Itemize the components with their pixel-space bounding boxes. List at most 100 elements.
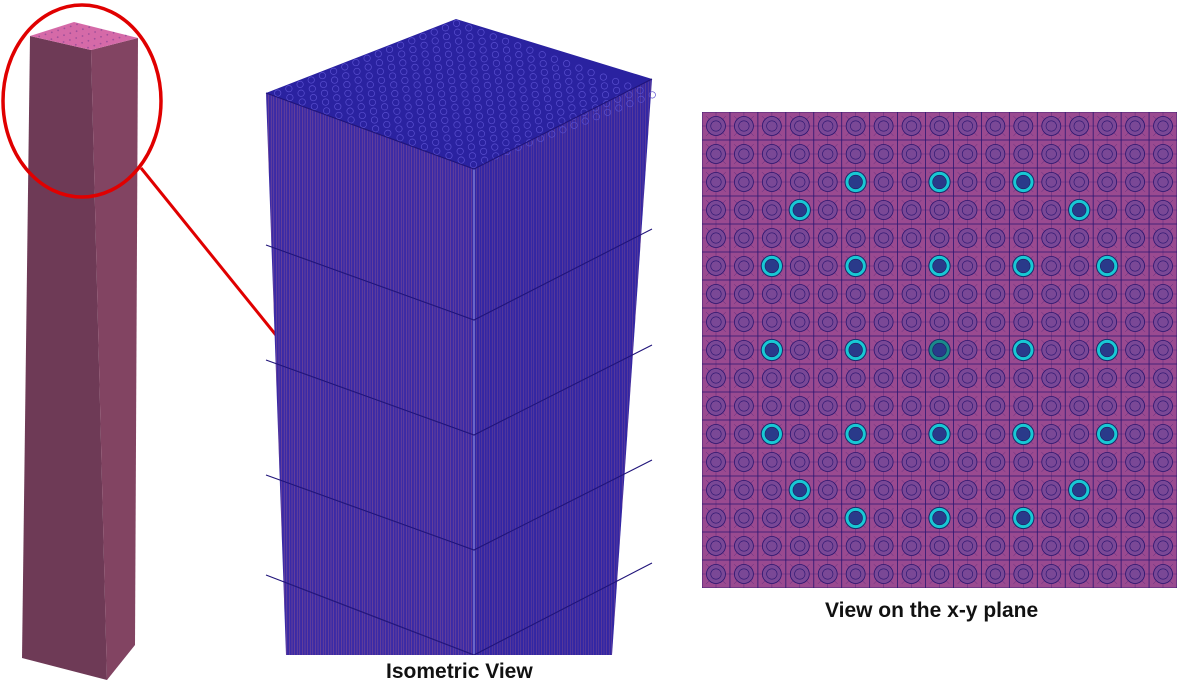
lattice-cell-fuel-pin: [757, 195, 786, 225]
lattice-cell-fuel-pin: [1009, 447, 1038, 477]
top-mesh-pin: [392, 98, 400, 107]
fuel-pin-ring: [794, 316, 806, 328]
fuel-pin-ring: [794, 400, 806, 412]
fuel-pin: [901, 368, 922, 388]
top-mesh-pin: [521, 103, 529, 112]
top-mesh-pin: [570, 121, 578, 129]
lattice-cell-fuel-pin: [1149, 531, 1177, 561]
top-mesh-pin: [577, 82, 585, 90]
top-mesh-pin: [432, 46, 440, 54]
top-mesh-pin: [494, 77, 503, 85]
top-mesh-pin: [347, 116, 355, 124]
top-mesh-pin: [374, 50, 382, 58]
top-mesh-pin: [364, 63, 372, 71]
guide-tube-bore: [1100, 426, 1115, 442]
lattice-cell-fuel-pin: [1121, 223, 1150, 253]
fuel-pin: [1125, 452, 1145, 472]
fuel-pin-ring: [1129, 148, 1141, 160]
lattice-cell-fuel-pin: [925, 476, 954, 504]
top-mesh-pin: [491, 50, 499, 59]
lattice-cell-fuel-pin: [813, 195, 842, 225]
top-mesh-pin: [502, 46, 511, 54]
lattice-cell-fuel-pin: [1037, 223, 1066, 253]
lattice-cell-fuel-pin: [841, 531, 870, 561]
top-mesh-pin: [499, 112, 507, 120]
lattice-cell-fuel-pin: [981, 447, 1010, 477]
fuel-pin: [1041, 480, 1062, 500]
top-mesh-pin: [334, 103, 342, 111]
fuel-pin-ring: [906, 568, 918, 580]
lattice-cell-fuel-pin: [1065, 447, 1094, 477]
fuel-pin: [706, 256, 726, 276]
lattice-cell-fuel-pin: [1121, 531, 1150, 561]
top-pin-dot: [112, 38, 115, 41]
fuel-pin: [734, 172, 754, 192]
lattice-cell-fuel-pin: [869, 167, 898, 197]
lattice-cell-fuel-pin: [1121, 167, 1150, 197]
top-mesh-pin: [331, 76, 339, 84]
guide-tube-bore: [792, 202, 807, 218]
lattice-cell-fuel-pin: [785, 223, 814, 253]
top-mesh-pin: [397, 41, 405, 49]
top-mesh-pin: [388, 63, 396, 71]
lattice-cell-guide-tube: [785, 195, 814, 225]
lattice-cell-fuel-pin: [897, 167, 926, 197]
fuel-pin: [957, 284, 978, 304]
lattice-cell-fuel-pin: [1065, 363, 1094, 393]
fuel-pin-ring: [850, 288, 862, 300]
xy-plane-view: [702, 112, 1177, 588]
fuel-pin-ring: [1129, 260, 1141, 272]
top-mesh-pin: [396, 134, 404, 142]
lattice-cell-fuel-pin: [1009, 195, 1038, 225]
assembly-right-face: [91, 38, 138, 680]
lattice-cell-fuel-pin: [785, 531, 814, 561]
lattice-cell-fuel-pin: [757, 559, 786, 588]
top-mesh-pin: [529, 73, 537, 81]
top-pin-dot: [87, 33, 90, 35]
fuel-pin: [901, 312, 922, 332]
fuel-pin: [817, 424, 838, 444]
fuel-pin: [761, 564, 782, 584]
fuel-pin-ring: [989, 176, 1001, 188]
lattice-cell-fuel-pin: [925, 364, 954, 392]
fuel-pin: [1125, 480, 1145, 500]
fuel-pin: [1041, 116, 1062, 136]
top-mesh-pin: [505, 64, 513, 72]
fuel-pin: [734, 312, 754, 332]
fuel-pin-ring: [961, 540, 973, 552]
lattice-cell-guide-tube: [925, 252, 954, 280]
fuel-pin-ring: [766, 456, 778, 468]
top-pin-dot: [63, 27, 66, 30]
top-pin-dot: [100, 29, 103, 31]
top-mesh-pin: [535, 126, 544, 134]
lattice-cell-fuel-pin: [757, 475, 786, 505]
fuel-pin-ring: [1045, 260, 1057, 272]
lattice-cell-fuel-pin: [1121, 251, 1150, 281]
lattice-cell-fuel-pin: [702, 531, 730, 561]
fuel-pin-ring: [1129, 316, 1141, 328]
lattice-cell-fuel-pin: [1037, 167, 1066, 197]
fuel-pin: [1069, 284, 1090, 304]
fuel-pin-ring: [989, 512, 1001, 524]
fuel-pin: [985, 200, 1006, 220]
top-mesh-pin: [297, 89, 305, 97]
top-mesh-pin: [452, 19, 461, 27]
top-mesh-pin: [533, 108, 541, 116]
fuel-pin-ring: [1017, 120, 1029, 132]
top-mesh-pin: [514, 42, 522, 50]
fuel-pin: [957, 536, 978, 556]
fuel-pin-ring: [1101, 204, 1113, 216]
fuel-pin: [929, 536, 950, 556]
lattice-cell-fuel-pin: [757, 363, 786, 393]
fuel-pin-ring: [989, 428, 1001, 440]
fuel-pin-ring: [906, 204, 918, 216]
lattice-cell-fuel-pin: [1149, 475, 1177, 505]
fuel-pin-ring: [906, 428, 918, 440]
fuel-pin: [1041, 312, 1062, 332]
fuel-pin-ring: [766, 204, 778, 216]
lattice-cell-fuel-pin: [981, 167, 1010, 197]
fuel-pin: [929, 312, 950, 332]
fuel-pin: [1041, 424, 1062, 444]
fuel-pin-ring: [738, 316, 750, 328]
top-mesh-pin: [386, 54, 395, 62]
